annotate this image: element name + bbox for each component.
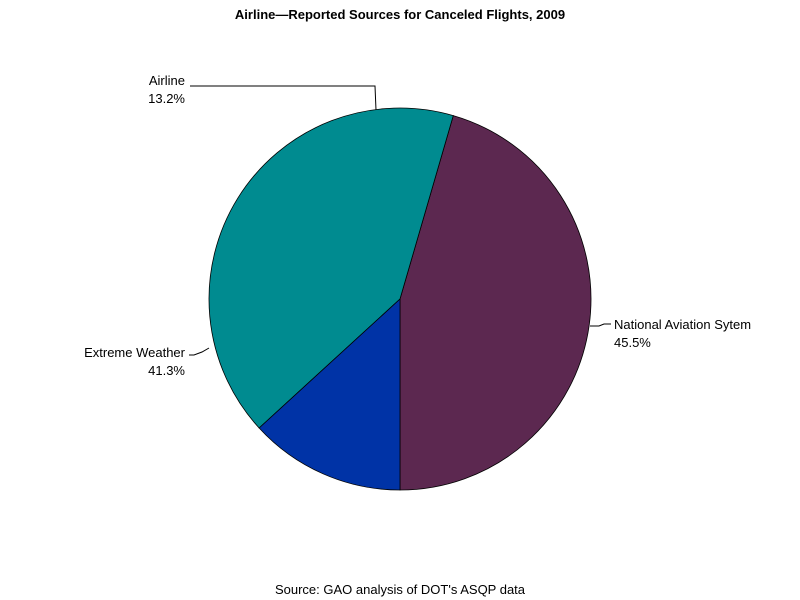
- pie-slices: [208, 107, 592, 491]
- slice-percent-label: 13.2%: [148, 91, 185, 106]
- slice-percent-label: 41.3%: [148, 363, 185, 378]
- slice-label: National Aviation Sytem: [614, 317, 751, 332]
- leader-line: [189, 347, 210, 356]
- slice-label: Extreme Weather: [84, 345, 186, 360]
- chart-title: Airline—Reported Sources for Canceled Fl…: [235, 7, 565, 22]
- pie-slice-national-aviation-sytem: [399, 115, 592, 491]
- chart-source-note: Source: GAO analysis of DOT's ASQP data: [275, 582, 526, 597]
- pie-slice-airline: [258, 298, 401, 491]
- slice-label: Airline: [149, 73, 185, 88]
- pie-slice-extreme-weather: [208, 107, 454, 429]
- leader-line: [190, 85, 377, 111]
- leader-line: [590, 323, 611, 327]
- slice-percent-label: 45.5%: [614, 335, 651, 350]
- pie-labels: National Aviation Sytem 45.5% Extreme Weat…: [84, 73, 751, 378]
